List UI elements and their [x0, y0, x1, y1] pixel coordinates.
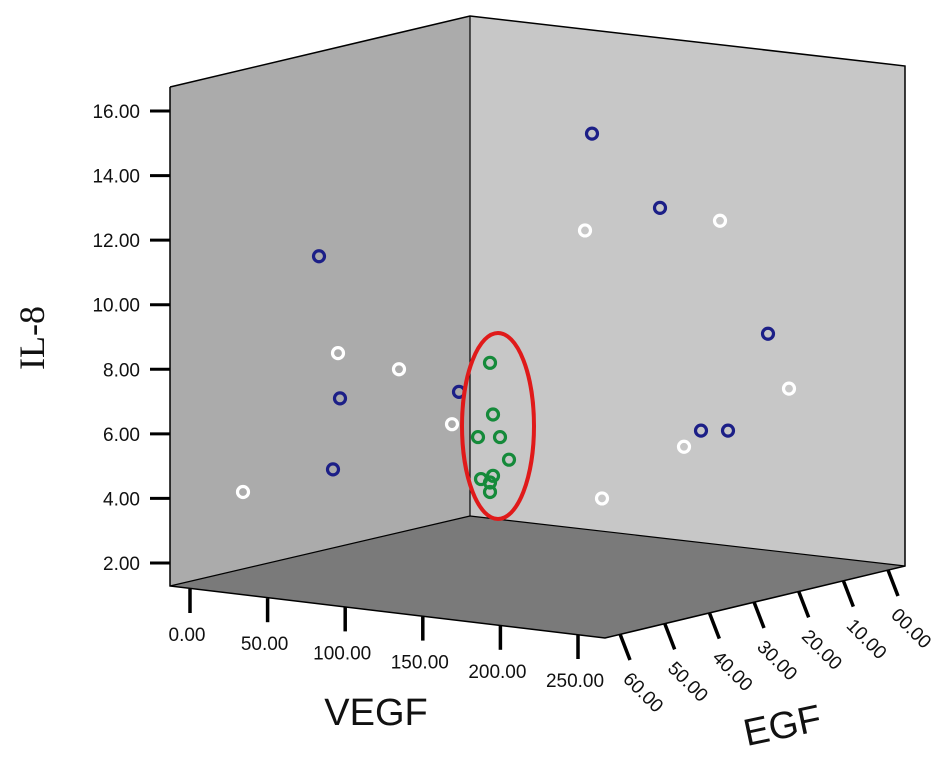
- white-point: [330, 346, 346, 361]
- z-tick-label: 30.00: [752, 637, 800, 685]
- x-tick-label: 50.00: [241, 634, 289, 655]
- blue-point: [584, 126, 600, 141]
- z-tick: [618, 633, 632, 661]
- z-tick-label: 50.00: [663, 658, 711, 706]
- blue-point: [693, 423, 709, 438]
- y-tick-label: 4.00: [103, 489, 140, 510]
- white-point: [444, 417, 460, 432]
- white-point: [577, 223, 593, 238]
- back-wall: [470, 16, 905, 566]
- x-tick-label: 200.00: [468, 662, 526, 683]
- z-tick: [886, 569, 900, 597]
- y-tick-label: 12.00: [92, 231, 140, 252]
- green-point: [485, 468, 501, 483]
- white-point: [676, 439, 692, 454]
- x-axis-title: VEGF: [324, 692, 427, 734]
- white-point: [391, 362, 407, 377]
- green-point: [482, 484, 498, 500]
- z-tick-label: 10.00: [842, 615, 890, 663]
- y-tick-label: 14.00: [92, 167, 140, 188]
- y-tick-label: 16.00: [92, 102, 140, 123]
- z-tick-label: 40.00: [708, 647, 756, 695]
- white-point: [235, 484, 251, 500]
- x-tick-label: 150.00: [391, 653, 449, 674]
- white-point: [712, 213, 728, 228]
- z-tick: [797, 590, 811, 618]
- green-point: [482, 355, 498, 370]
- z-tick: [841, 580, 855, 608]
- z-tick: [707, 612, 721, 640]
- z-axis-title: EGF: [740, 698, 825, 755]
- blue-point: [332, 391, 348, 406]
- blue-point: [325, 462, 341, 477]
- y-tick-label: 8.00: [103, 360, 140, 381]
- green-point: [470, 429, 486, 445]
- data-points: [235, 126, 797, 506]
- left-wall: [170, 16, 470, 586]
- x-tick-label: 250.00: [546, 671, 604, 692]
- blue-point: [311, 249, 327, 264]
- blue-point: [760, 326, 776, 341]
- highlight-ellipse: [460, 331, 536, 521]
- y-tick-label: 6.00: [103, 425, 140, 446]
- floor-edge-right: [469, 515, 906, 567]
- floor-edge-left: [169, 515, 471, 587]
- white-point: [781, 381, 797, 396]
- z-tick-label: 60.00: [618, 669, 666, 717]
- z-tick-label: 20.00: [797, 626, 845, 674]
- blue-point: [720, 423, 736, 438]
- y-tick-label: 2.00: [103, 554, 140, 575]
- green-point: [501, 452, 517, 467]
- y-tick-label: 10.00: [92, 296, 140, 317]
- white-point: [594, 491, 610, 506]
- y-axis: 2.00 4.00 6.00 8.00 10.00 12.00 14.00 16.00: [92, 102, 170, 575]
- green-point: [492, 429, 508, 445]
- x-tick-label: 100.00: [313, 643, 371, 664]
- x-axis: 0.00 50.00 100.00 150.00 200.00 250.00: [169, 589, 604, 692]
- z-tick: [752, 601, 766, 629]
- green-point: [485, 407, 501, 422]
- y-axis-title: IL-8: [12, 306, 52, 370]
- x-tick-label: 0.00: [169, 625, 206, 646]
- z-tick: [663, 622, 677, 650]
- blue-point: [652, 200, 668, 215]
- z-tick-label: 00.00: [886, 605, 934, 653]
